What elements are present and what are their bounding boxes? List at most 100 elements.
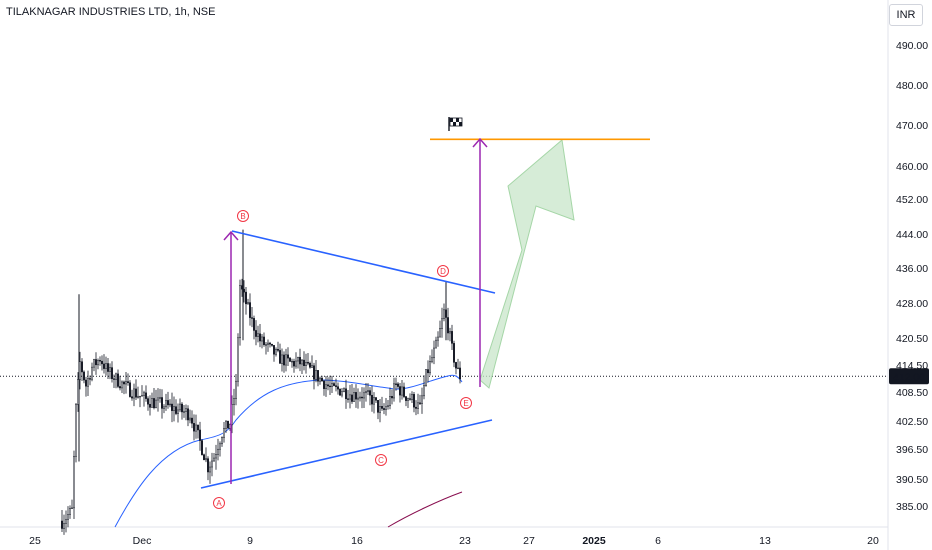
wave-label-circle xyxy=(460,397,472,409)
candle-body xyxy=(263,336,265,345)
candle-body xyxy=(307,362,309,364)
candle-body xyxy=(143,392,145,396)
candle xyxy=(191,410,193,429)
candle-body xyxy=(363,392,365,399)
candle xyxy=(263,332,265,347)
candle-body xyxy=(201,440,203,455)
checkered-flag-icon xyxy=(448,117,463,131)
candle-body xyxy=(155,399,157,409)
candle-body xyxy=(391,396,393,399)
candle xyxy=(295,352,297,369)
candle-body xyxy=(293,360,295,367)
candle-body xyxy=(193,423,195,432)
candle xyxy=(351,383,353,404)
candle-body xyxy=(435,339,437,349)
lower-trendline xyxy=(200,419,493,489)
candle-body xyxy=(401,386,403,396)
candle xyxy=(355,384,357,408)
candle-body xyxy=(397,383,399,387)
candle xyxy=(159,388,161,403)
candle-body xyxy=(441,318,443,329)
candle xyxy=(103,354,105,374)
breakout-target-arrow xyxy=(472,137,488,387)
candle-body xyxy=(67,514,69,520)
candle xyxy=(143,390,145,407)
candle xyxy=(407,397,409,408)
candle xyxy=(269,341,271,348)
candle-body xyxy=(443,309,445,320)
candle-body xyxy=(433,347,435,359)
candle-body xyxy=(185,408,187,412)
candle-body xyxy=(291,360,293,363)
candle xyxy=(393,377,395,402)
candle-body xyxy=(261,336,263,342)
candle-body xyxy=(205,458,207,461)
candle-body xyxy=(173,406,175,411)
candle xyxy=(299,348,301,372)
y-tick-label: 408.50 xyxy=(896,387,928,399)
candle xyxy=(441,307,443,338)
candle xyxy=(433,340,435,365)
currency-selector[interactable]: INR xyxy=(889,4,923,26)
candle-body xyxy=(245,291,247,305)
candle xyxy=(403,382,405,399)
candle xyxy=(131,389,133,401)
candle xyxy=(413,391,415,413)
candle xyxy=(425,369,427,387)
candle xyxy=(319,376,321,385)
candle xyxy=(275,347,277,357)
candle-body xyxy=(425,369,427,386)
candle-body xyxy=(61,520,63,529)
candle-body xyxy=(265,344,267,346)
candle xyxy=(223,422,225,443)
candle-body xyxy=(195,424,197,432)
upper-trendline xyxy=(231,230,496,294)
candle-body xyxy=(449,331,451,334)
candle xyxy=(255,320,257,346)
candle xyxy=(189,409,191,424)
candle xyxy=(117,369,119,389)
candle xyxy=(211,452,213,477)
candle-body xyxy=(385,406,387,410)
candle-body xyxy=(281,354,283,364)
candle xyxy=(343,387,345,393)
candle xyxy=(141,385,143,397)
candle xyxy=(309,361,311,369)
candle xyxy=(155,389,157,409)
candle xyxy=(123,380,125,395)
moving-average-blue xyxy=(114,374,463,528)
candle xyxy=(363,387,365,409)
candle-body xyxy=(437,336,439,341)
candle xyxy=(157,388,159,412)
candle xyxy=(197,424,199,439)
y-tick-label: 385.00 xyxy=(896,501,928,513)
candle-body xyxy=(83,371,85,381)
x-tick-label: 25 xyxy=(29,535,41,547)
candle xyxy=(377,400,379,420)
candle-body xyxy=(329,385,331,388)
candle-body xyxy=(301,359,303,365)
candle-body xyxy=(217,448,219,455)
candle xyxy=(167,391,169,409)
candle-body xyxy=(145,392,147,399)
candle xyxy=(219,441,221,457)
candle xyxy=(361,387,363,409)
candle-body xyxy=(349,394,351,400)
candle-body xyxy=(351,394,353,402)
candle xyxy=(125,371,127,394)
candle xyxy=(89,375,91,386)
candle xyxy=(285,348,287,372)
candle xyxy=(305,353,307,374)
candle xyxy=(397,382,399,389)
candle-body xyxy=(457,367,459,370)
candle-body xyxy=(305,362,307,366)
candle-body xyxy=(399,386,401,396)
candle-body xyxy=(277,349,279,351)
candle-body xyxy=(165,400,167,408)
candle-body xyxy=(381,406,383,409)
candle-body xyxy=(339,388,341,396)
candle xyxy=(265,341,267,355)
candle xyxy=(257,325,259,343)
candle-body xyxy=(415,406,417,409)
